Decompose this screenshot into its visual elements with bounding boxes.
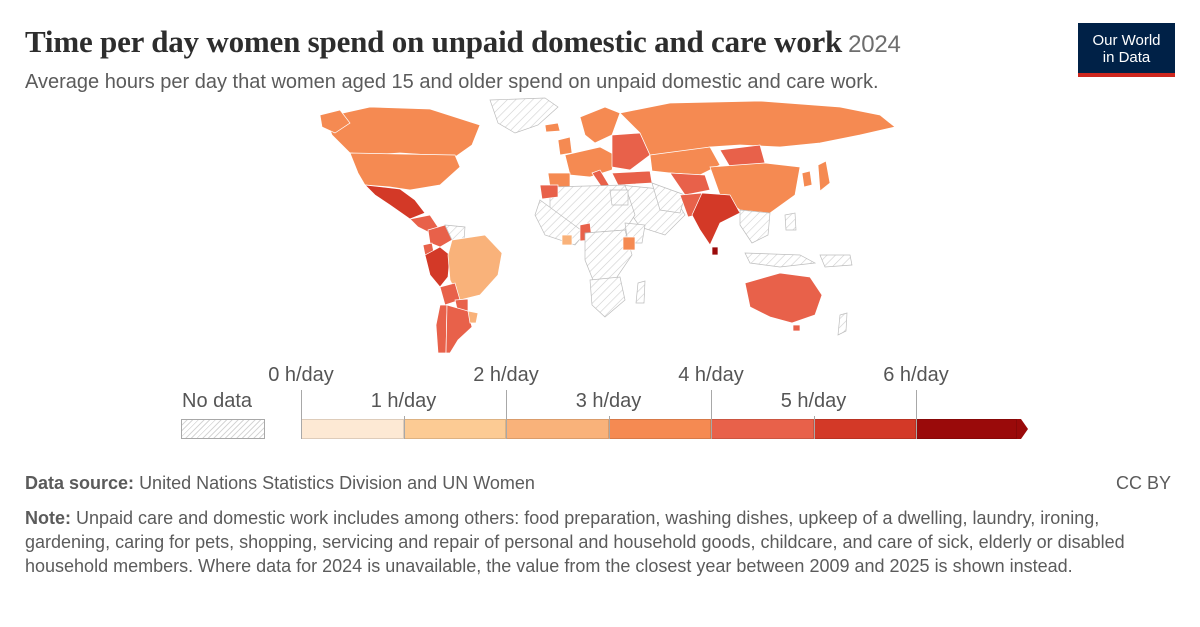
- western-europe-region: [564, 146, 616, 178]
- legend-tick-line: [916, 390, 917, 439]
- legend-tick-label: 4 h/day: [678, 364, 744, 386]
- legend-bin-3–4[interactable]: [608, 419, 711, 439]
- legend-tick-label: 3 h/day: [575, 390, 642, 412]
- title-text: Time per day women spend on unpaid domes…: [25, 24, 843, 59]
- legend-tick-line: [301, 390, 302, 439]
- png-region: [819, 254, 853, 268]
- data-source-label: Data source:: [25, 473, 135, 493]
- central-asia-region: [669, 172, 711, 196]
- chile-region: [435, 304, 448, 354]
- legend-tick-label: 5 h/day: [780, 390, 847, 412]
- legend-bin-6+[interactable]: [916, 419, 1017, 439]
- korea-region: [801, 170, 813, 188]
- color-legend: No data 0 h/day 1 h/day 2 h/day 3 h/day 4 h/…: [0, 360, 1200, 450]
- world-map[interactable]: [240, 95, 960, 357]
- eastern-europe-region: [611, 132, 651, 171]
- chart-subtitle: Average hours per day that women aged 15…: [25, 71, 879, 93]
- mexico-region: [364, 184, 426, 220]
- legend-tick-label: 6 h/day: [883, 364, 949, 386]
- chart-note: Note: Unpaid care and domestic work incl…: [25, 506, 1165, 578]
- chart-title: Time per day women spend on unpaid domes…: [25, 24, 901, 60]
- australia-region: [744, 272, 823, 324]
- legend-tick-line: [711, 390, 712, 439]
- legend-bin-5–6[interactable]: [813, 419, 916, 439]
- owid-logo[interactable]: Our World in Data: [1078, 23, 1175, 77]
- legend-bin-2–3[interactable]: [506, 419, 609, 439]
- uk-region: [557, 136, 573, 156]
- no-data-swatch: [181, 419, 265, 439]
- note-text: Unpaid care and domestic work includes a…: [25, 508, 1125, 576]
- japan-region: [817, 160, 831, 192]
- data-source-text: United Nations Statistics Division and U…: [139, 473, 535, 493]
- license-link[interactable]: CC BY: [1116, 473, 1172, 493]
- morocco-region: [539, 184, 559, 200]
- logo-line-1: Our World: [1092, 32, 1161, 49]
- legend-bin-4–5[interactable]: [711, 419, 814, 439]
- legend-tick-label: 1 h/day: [370, 390, 437, 412]
- alaska-region: [319, 109, 351, 134]
- philippines-region: [784, 212, 797, 231]
- title-year: 2024: [848, 31, 901, 58]
- uruguay-region: [467, 310, 479, 324]
- india-region: [691, 192, 741, 246]
- no-data-label: No data: [182, 390, 253, 412]
- west-africa-region: [534, 199, 586, 246]
- legend-arrow-icon: [1016, 419, 1028, 439]
- sri-lanka-region: [711, 246, 719, 256]
- brazil-region: [447, 234, 503, 301]
- iran-region: [651, 182, 686, 214]
- legend-tick-line: [813, 416, 815, 439]
- iceland-region: [544, 122, 561, 133]
- legend-tick-label: 2 h/day: [473, 364, 539, 386]
- legend-tick-label: 0 h/day: [268, 364, 334, 386]
- madagascar-region: [635, 280, 646, 304]
- peru-region: [424, 246, 451, 288]
- logo-line-2: in Data: [1102, 49, 1151, 66]
- note-label: Note:: [25, 508, 71, 528]
- ghana-region: [561, 234, 573, 246]
- legend-tick-line: [608, 416, 610, 439]
- egypt-region: [609, 189, 629, 206]
- new-zealand-region: [837, 312, 848, 336]
- indonesia-region: [744, 252, 817, 268]
- se-asia-region: [739, 209, 771, 244]
- kenya-region: [622, 236, 636, 251]
- legend-tick-line: [506, 390, 507, 439]
- southern-africa-region: [589, 276, 626, 318]
- tasmania-region: [792, 324, 801, 332]
- usa-region: [349, 152, 461, 191]
- legend-bin-1–2[interactable]: [403, 419, 506, 439]
- legend-tick-line: [403, 416, 405, 439]
- canada-region: [324, 106, 481, 158]
- colombia-region: [427, 224, 453, 248]
- greenland-region: [489, 97, 559, 134]
- data-source: Data source: United Nations Statistics D…: [25, 473, 535, 494]
- legend-bin-0–1[interactable]: [301, 419, 404, 439]
- turkey-region: [611, 170, 653, 186]
